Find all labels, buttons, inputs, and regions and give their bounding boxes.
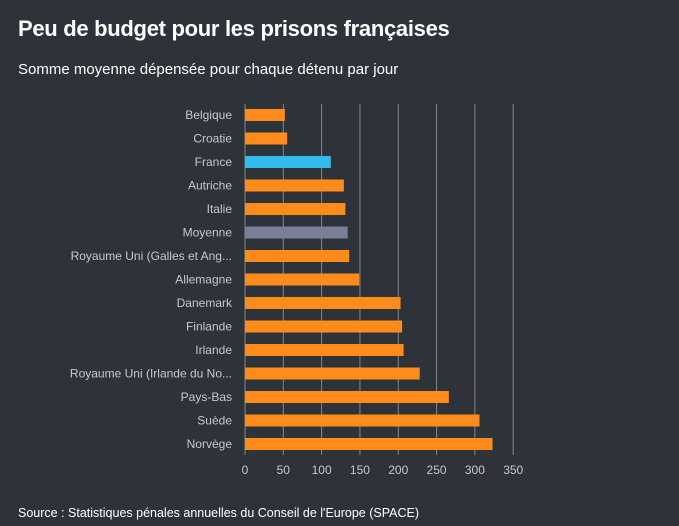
category-label: France [195, 155, 233, 169]
bar [245, 132, 288, 145]
category-label: Autriche [188, 179, 232, 193]
bar [245, 250, 350, 262]
bar [245, 391, 449, 403]
x-tick-label: 150 [350, 463, 370, 477]
x-tick-label: 300 [465, 463, 485, 477]
category-label: Norvège [187, 437, 233, 451]
bar [245, 438, 493, 450]
category-label: Italie [207, 202, 233, 216]
bar [245, 320, 403, 333]
x-tick-label: 250 [427, 463, 447, 477]
x-tick-label: 350 [503, 463, 523, 477]
category-label: Allemagne [175, 273, 232, 287]
category-label: Royaume Uni (Galles et Ang... [71, 249, 232, 263]
bar [245, 203, 346, 215]
category-label: Irlande [195, 343, 232, 357]
x-tick-label: 200 [388, 463, 408, 477]
x-tick-label: 0 [242, 463, 249, 477]
category-label: Royaume Uni (Irlande du No... [70, 367, 232, 381]
chart-title: Peu de budget pour les prisons française… [18, 16, 450, 41]
bar [245, 226, 348, 239]
bar [245, 367, 420, 380]
bar [245, 109, 285, 121]
bar [245, 297, 401, 309]
category-label: Danemark [177, 296, 233, 310]
category-label: Belgique [185, 108, 232, 122]
x-tick-label: 100 [312, 463, 332, 477]
bar [245, 156, 331, 168]
category-label: Suède [197, 414, 232, 428]
category-label: Moyenne [183, 226, 233, 240]
source-note: Source : Statistiques pénales annuelles … [18, 506, 419, 520]
category-label: Pays-Bas [181, 390, 232, 404]
x-tick-label: 50 [277, 463, 291, 477]
bar [245, 179, 344, 192]
bar [245, 414, 480, 427]
bar [245, 273, 360, 286]
category-label: Croatie [193, 132, 232, 146]
bar [245, 344, 404, 356]
category-label: Finlande [186, 320, 232, 334]
chart-subtitle: Somme moyenne dépensée pour chaque déten… [18, 61, 399, 78]
